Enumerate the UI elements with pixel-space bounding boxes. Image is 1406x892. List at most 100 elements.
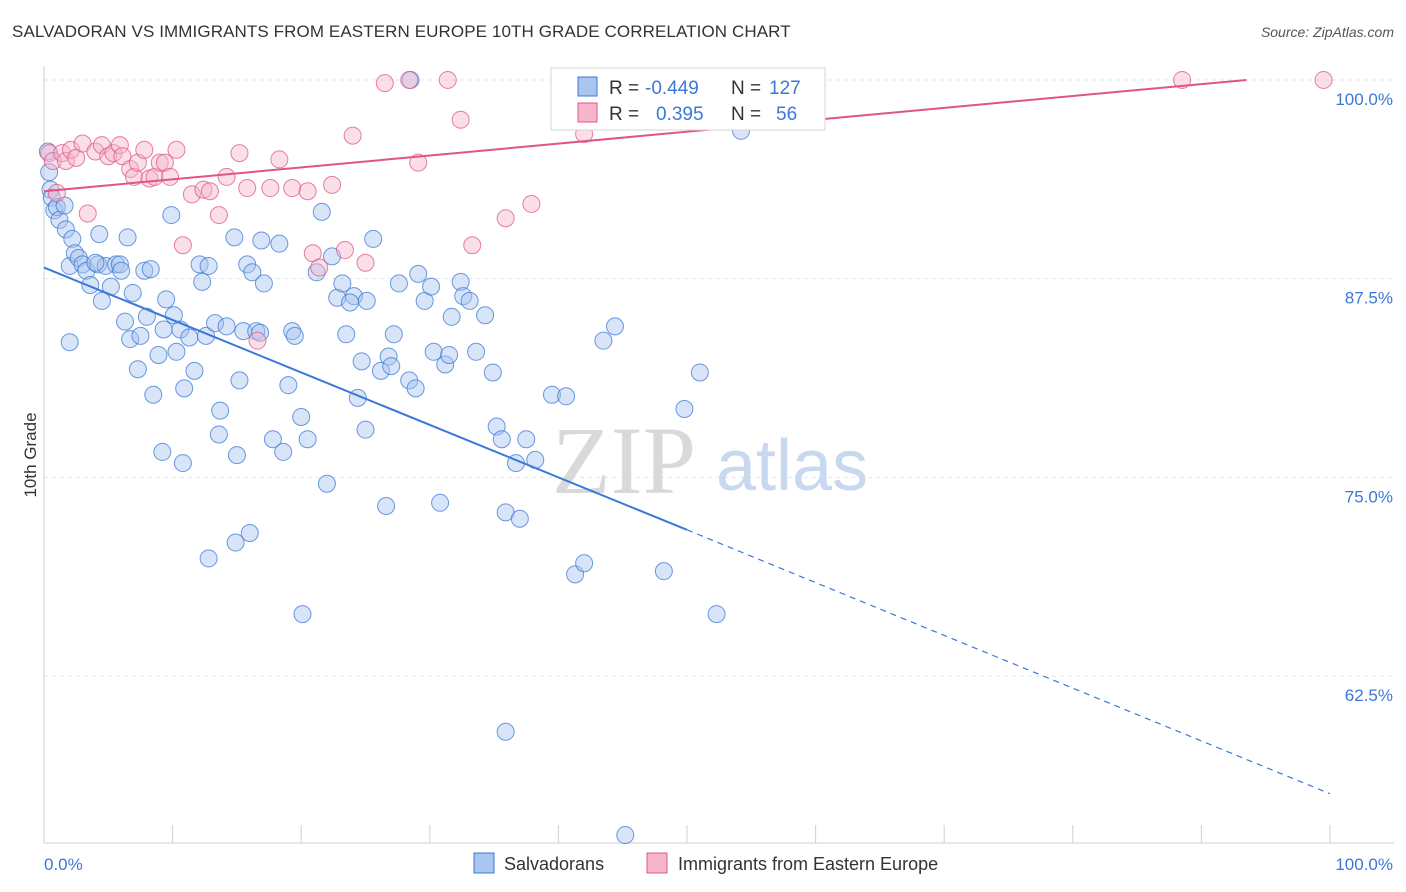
eastern-europe-point-22: [155, 153, 174, 172]
legend-swatch-eastern-europe: [577, 102, 598, 123]
salvadorans-point-4: [45, 201, 64, 220]
watermark: ZIP atlas: [552, 407, 868, 514]
eastern-europe-point-45: [400, 70, 419, 89]
salvadorans-point-124: [317, 474, 336, 493]
salvadorans-point-42: [180, 328, 199, 347]
legend-swatch-salvadorans: [577, 76, 598, 97]
salvadorans-point-131: [162, 206, 181, 225]
salvadorans-point-24: [118, 228, 137, 247]
eastern-europe-point-16: [125, 167, 144, 186]
eastern-europe-point-29: [209, 206, 228, 225]
eastern-europe-point-39: [310, 258, 329, 277]
eastern-europe-point-25: [173, 236, 192, 255]
salvadorans-point-17: [90, 225, 109, 244]
salvadorans-point-48: [206, 314, 225, 333]
salvadorans-point-54: [230, 371, 249, 390]
salvadorans-point-91: [442, 307, 461, 326]
salvadorans-point-31: [141, 260, 160, 279]
salvadorans-point-60: [254, 274, 273, 293]
salvadorans-point-90: [436, 355, 455, 374]
salvadorans-point-53: [227, 446, 246, 465]
salvadorans-point-126: [112, 261, 131, 280]
legend-r-value-1: -0.449: [645, 78, 699, 99]
eastern-europe-point-26: [182, 185, 201, 204]
salvadorans-point-28: [131, 326, 150, 345]
salvadorans-point-45: [193, 272, 212, 291]
salvadorans-point-134: [86, 253, 105, 272]
salvadorans-point-41: [175, 379, 194, 398]
eastern-europe-point-43: [356, 253, 375, 272]
salvadorans-point-123: [356, 420, 375, 439]
salvadorans-point-95: [467, 342, 486, 361]
salvadorans-point-77: [357, 291, 376, 310]
eastern-europe-point-2: [47, 183, 66, 202]
series-legend: Salvadorans Immigrants from Eastern Euro…: [473, 852, 938, 874]
bottom-legend-swatch-salvadorans: [473, 852, 495, 874]
salvadorans-point-47: [199, 256, 218, 275]
salvadorans-point-111: [654, 562, 673, 581]
legend-n-value-1: 127: [769, 78, 801, 99]
salvadorans-point-110: [616, 826, 635, 845]
eastern-europe-point-42: [343, 126, 362, 145]
bottom-legend-label-salvadorans: Salvadorans: [504, 854, 604, 874]
salvadorans-point-80: [377, 496, 396, 515]
salvadorans-point-43: [185, 361, 204, 380]
eastern-europe-point-49: [463, 236, 482, 255]
eastern-europe-point-44: [375, 74, 394, 93]
salvadorans-point-96: [476, 306, 495, 325]
salvadorans-point-99: [492, 430, 511, 449]
eastern-europe-point-27: [194, 180, 213, 199]
salvadorans-point-67: [298, 430, 317, 449]
salvadorans-point-59: [252, 231, 271, 250]
salvadorans-point-108: [594, 331, 613, 350]
legend-n-label-1: N =: [731, 78, 761, 99]
eastern-europe-point-34: [261, 179, 280, 198]
salvadorans-point-51: [217, 317, 236, 336]
eastern-europe-point-28: [200, 182, 219, 201]
salvadorans-point-92: [451, 272, 470, 291]
salvadorans-point-64: [283, 322, 302, 341]
x-tick-label-max: 100.0%: [1335, 855, 1393, 874]
salvadorans-trend-extension: [686, 529, 1331, 795]
eastern-europe-point-33: [248, 331, 267, 350]
salvadorans-point-105: [557, 387, 576, 406]
salvadorans-point-50: [211, 401, 230, 420]
salvadorans-point-23: [116, 312, 135, 331]
salvadorans-point-30: [137, 307, 156, 326]
legend-n-label-2: N =: [731, 104, 761, 125]
series-salvadorans-points: [38, 70, 751, 845]
x-tick-label-min: 0.0%: [44, 855, 83, 874]
salvadorans-point-29: [135, 261, 154, 280]
stats-legend: R = -0.449 N = 127 R = 0.395 N = 56: [550, 67, 826, 131]
salvadorans-point-93: [454, 287, 473, 306]
salvadorans-point-107: [575, 554, 594, 573]
eastern-europe-point-41: [335, 241, 354, 260]
salvadorans-point-34: [153, 442, 172, 461]
chart-title: SALVADORAN VS IMMIGRANTS FROM EASTERN EU…: [12, 22, 791, 41]
salvadorans-point-26: [123, 283, 142, 302]
salvadorans-point-38: [167, 342, 186, 361]
salvadorans-point-10: [63, 229, 82, 248]
eastern-europe-point-55: [1314, 70, 1333, 89]
salvadorans-point-27: [128, 360, 147, 379]
salvadorans-point-32: [144, 385, 163, 404]
salvadorans-point-36: [157, 290, 176, 309]
legend-r-label-2: R =: [609, 104, 639, 125]
eastern-europe-point-4: [56, 152, 75, 171]
salvadorans-point-52: [225, 228, 244, 247]
salvadorans-point-33: [149, 345, 168, 364]
eastern-europe-point-46: [409, 153, 428, 172]
eastern-europe-point-18: [135, 140, 154, 159]
salvadorans-point-128: [382, 357, 401, 376]
eastern-europe-point-48: [451, 110, 470, 129]
tick-labels: 62.5% 75.0% 87.5% 100.0% 0.0% 100.0%: [44, 90, 1393, 874]
eastern-europe-point-30: [217, 167, 236, 186]
eastern-europe-point-1: [44, 152, 63, 171]
salvadorans-point-18: [92, 291, 111, 310]
salvadorans-point-129: [279, 376, 298, 395]
eastern-europe-point-51: [522, 194, 541, 213]
eastern-europe-point-36: [283, 179, 302, 198]
watermark-atlas: atlas: [716, 426, 868, 506]
y-tick-label-0: 62.5%: [1345, 686, 1393, 705]
